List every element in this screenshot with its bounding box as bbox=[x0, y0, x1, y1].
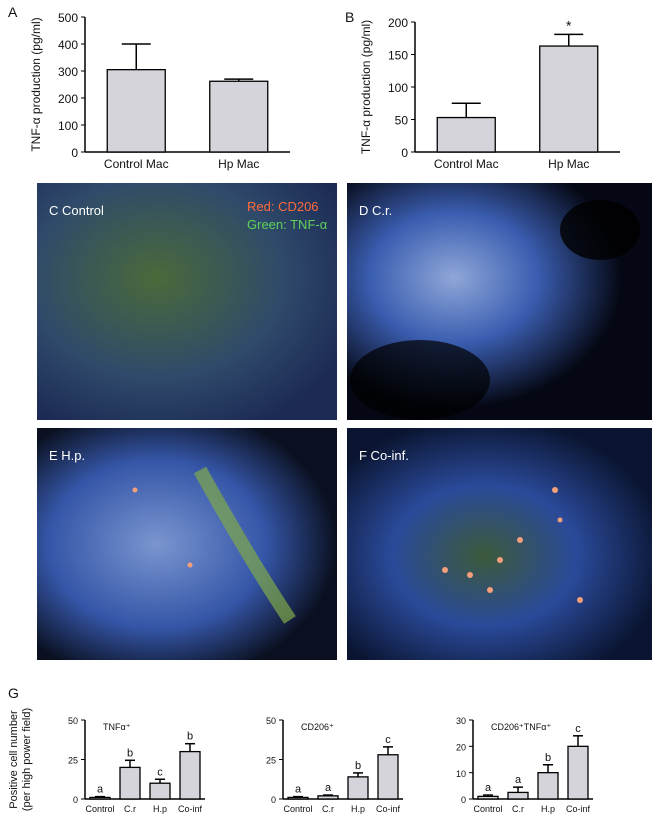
annotation: a bbox=[97, 784, 104, 796]
y-tick-label: 300 bbox=[58, 65, 78, 79]
micrograph bbox=[37, 183, 337, 420]
x-tick-label: Hp Mac bbox=[548, 157, 589, 171]
green-tissue bbox=[193, 466, 296, 624]
y-tick-label: 25 bbox=[266, 756, 276, 766]
annotation: * bbox=[566, 17, 572, 33]
y-tick-label: 0 bbox=[461, 795, 466, 805]
x-tick-label: Control Mac bbox=[434, 157, 499, 171]
x-tick-label: C.r bbox=[322, 804, 334, 814]
y-axis-label: TNF-α production (pg/ml) bbox=[29, 17, 43, 151]
bar bbox=[377, 754, 399, 800]
dark-region bbox=[560, 200, 640, 260]
y-tick-label: 50 bbox=[68, 716, 78, 726]
red-cells bbox=[132, 487, 583, 603]
chart-title: TNFα⁺ bbox=[103, 722, 131, 732]
bar bbox=[89, 796, 111, 800]
x-tick-label: C.r bbox=[124, 804, 136, 814]
y-tick-label: 150 bbox=[388, 49, 408, 63]
image-label: C Control bbox=[49, 203, 104, 218]
y-tick-label: 0 bbox=[271, 795, 276, 805]
bar bbox=[537, 772, 559, 800]
bar bbox=[209, 80, 269, 153]
micrograph bbox=[347, 428, 652, 660]
annotation: a bbox=[515, 774, 522, 786]
annotation: b bbox=[355, 760, 361, 772]
image-legend: Green: TNF-α bbox=[247, 217, 328, 232]
y-tick-label: 200 bbox=[388, 16, 408, 30]
y-tick-label: 30 bbox=[456, 716, 466, 726]
image-label: D C.r. bbox=[359, 203, 392, 218]
image-label: E H.p. bbox=[49, 448, 85, 463]
y-tick-label: 10 bbox=[456, 769, 466, 779]
annotation: b bbox=[187, 731, 193, 743]
image-label: F Co-inf. bbox=[359, 448, 409, 463]
y-tick-label: 0 bbox=[71, 146, 78, 160]
x-tick-label: Control bbox=[283, 804, 312, 814]
panel-label: B bbox=[345, 9, 354, 25]
chart-title: CD206⁺TNFα⁺ bbox=[491, 722, 551, 732]
y-tick-label: 0 bbox=[401, 146, 408, 160]
y-tick-label: 200 bbox=[58, 92, 78, 106]
x-tick-label: Control bbox=[85, 804, 114, 814]
y-axis-label: Positive cell number bbox=[8, 710, 20, 809]
annotation: c bbox=[575, 723, 581, 735]
annotation: a bbox=[485, 782, 492, 794]
x-tick-label: Control Mac bbox=[104, 157, 169, 171]
y-tick-label: 50 bbox=[395, 114, 409, 128]
y-tick-label: 500 bbox=[58, 11, 78, 25]
bar bbox=[179, 750, 201, 800]
y-axis-label: TNF-α production (pg/ml) bbox=[359, 20, 373, 154]
image-legend: Red: CD206 bbox=[247, 199, 319, 214]
y-tick-label: 100 bbox=[58, 119, 78, 133]
chart-title: CD206⁺ bbox=[301, 722, 334, 732]
x-tick-label: C.r bbox=[512, 804, 524, 814]
bar bbox=[317, 795, 339, 800]
y-tick-label: 100 bbox=[388, 81, 408, 95]
dark-region bbox=[350, 340, 490, 420]
y-tick-label: 0 bbox=[73, 795, 78, 805]
y-tick-label: 20 bbox=[456, 742, 466, 752]
bar bbox=[149, 782, 171, 800]
bar bbox=[567, 745, 589, 800]
bar bbox=[106, 69, 166, 153]
bar bbox=[347, 776, 369, 800]
bar bbox=[119, 766, 141, 800]
y-tick-label: 50 bbox=[266, 716, 276, 726]
annotation: c bbox=[385, 734, 391, 746]
bar bbox=[539, 45, 599, 153]
x-tick-label: Control bbox=[473, 804, 502, 814]
bar bbox=[287, 796, 309, 800]
y-tick-label: 400 bbox=[58, 38, 78, 52]
panel-label: A bbox=[8, 4, 18, 20]
x-tick-label: Co-inf bbox=[376, 804, 401, 814]
panel-label: G bbox=[8, 685, 19, 701]
x-tick-label: Co-inf bbox=[178, 804, 203, 814]
annotation: b bbox=[545, 752, 551, 764]
y-tick-label: 25 bbox=[68, 756, 78, 766]
x-tick-label: H.p bbox=[153, 804, 167, 814]
micrographs bbox=[37, 183, 652, 660]
annotation: a bbox=[295, 784, 302, 796]
y-axis-label: (per high power field) bbox=[21, 708, 33, 811]
bar bbox=[477, 795, 499, 800]
annotation: c bbox=[157, 766, 163, 778]
x-tick-label: H.p bbox=[541, 804, 555, 814]
x-tick-label: H.p bbox=[351, 804, 365, 814]
x-tick-label: Co-inf bbox=[566, 804, 591, 814]
x-tick-label: Hp Mac bbox=[218, 157, 259, 171]
bar bbox=[436, 116, 496, 153]
annotation: b bbox=[127, 747, 133, 759]
annotation: a bbox=[325, 782, 332, 794]
bar bbox=[507, 791, 529, 800]
